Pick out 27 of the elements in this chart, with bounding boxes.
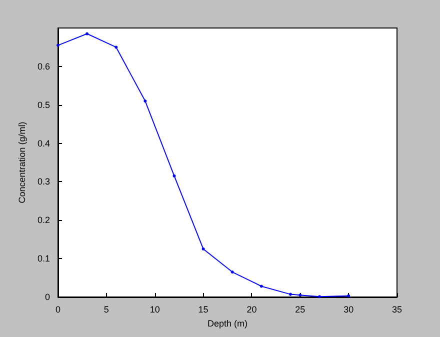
y-tick-label: 0.5 xyxy=(37,100,50,110)
y-axis-title: Concentration (g/ml) xyxy=(17,122,28,204)
point xyxy=(288,292,292,296)
point xyxy=(86,32,89,36)
x-tick-label: 10 xyxy=(150,304,160,314)
point xyxy=(260,284,263,288)
x-tick-label: 30 xyxy=(344,304,354,314)
x-axis-title: Depth (m) xyxy=(207,318,248,328)
point xyxy=(114,46,118,49)
point xyxy=(202,247,205,250)
y-tick-label: 0.1 xyxy=(37,254,50,264)
y-tick-label: 0.6 xyxy=(37,61,50,72)
point xyxy=(230,270,234,274)
x-tick-label: 25 xyxy=(295,304,306,314)
point xyxy=(318,295,322,298)
point xyxy=(172,174,176,178)
y-tick-label: 0.3 xyxy=(37,176,50,187)
point xyxy=(144,100,147,103)
point xyxy=(56,44,60,47)
x-tick-label: 35 xyxy=(392,304,402,314)
x-tick-label: 5 xyxy=(104,304,109,314)
y-tick-label: 0.2 xyxy=(37,215,50,226)
y-tick-label: 0 xyxy=(44,292,50,302)
y-tick-label: 0.4 xyxy=(37,138,50,148)
x-tick-label: 0 xyxy=(55,304,61,314)
x-tick-label: 20 xyxy=(246,304,257,314)
x-tick-label: 15 xyxy=(198,304,208,314)
